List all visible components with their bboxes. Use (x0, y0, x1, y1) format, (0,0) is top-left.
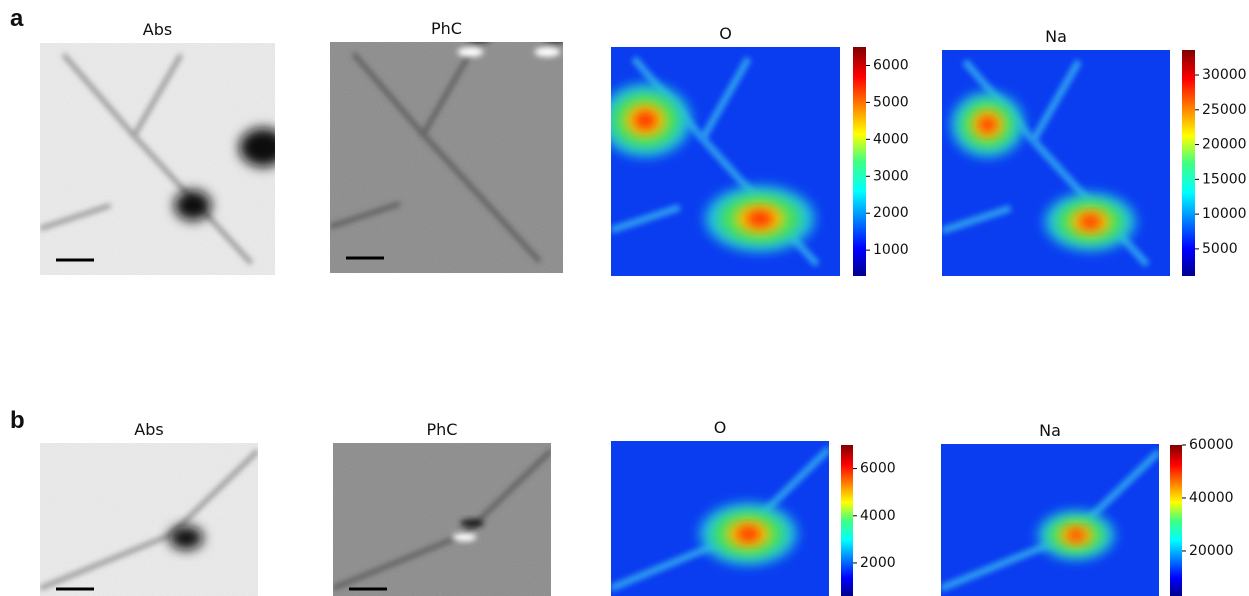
cell-light (535, 47, 561, 57)
image-title: Abs (134, 420, 163, 439)
colorbar-tick-label: 5000 (1202, 241, 1238, 257)
image (942, 50, 1170, 276)
image-panel: O 2000 4000 6000 (611, 418, 896, 596)
cell (1079, 215, 1102, 229)
colorbar-tick-label: 15000 (1202, 171, 1247, 187)
cell (239, 128, 287, 167)
figure: a Abs PhC O 1000 2000 3000 4000 5000 6000 Na 5000 10… (0, 0, 1249, 596)
cell (169, 526, 203, 550)
panel-label: b (10, 407, 25, 434)
colorbar-tick-label: 6000 (860, 461, 896, 477)
image (333, 443, 551, 596)
colorbar-tick-label: 20000 (1202, 137, 1247, 153)
colorbar-tick-label: 60000 (1189, 437, 1234, 453)
colorbar-tick-label: 6000 (873, 57, 909, 73)
colorbar (853, 47, 866, 276)
image-title: PhC (431, 19, 462, 38)
image-title: Na (1045, 27, 1067, 46)
image (600, 47, 840, 276)
cell (634, 111, 657, 129)
image-panel: PhC (330, 19, 568, 273)
image-panel: Na 5000 10000 15000 20000 25000 30000 (942, 27, 1247, 276)
image-panel: O 1000 2000 3000 4000 5000 6000 (600, 24, 909, 276)
cell (736, 526, 760, 542)
colorbar-tick-label: 3000 (873, 168, 909, 184)
colorbar-tick-label: 4000 (860, 508, 896, 524)
image-title: Abs (143, 20, 172, 39)
image (941, 444, 1159, 596)
colorbar-tick-label: 40000 (1189, 490, 1234, 506)
colorbar-tick-label: 25000 (1202, 102, 1247, 118)
image (40, 43, 287, 275)
image-panel: Abs (40, 420, 258, 596)
colorbar-tick-label: 10000 (1202, 206, 1247, 222)
cell-dark (460, 519, 484, 528)
image-panel: PhC (333, 420, 551, 596)
image (330, 33, 568, 273)
colorbar (1182, 50, 1195, 276)
colorbar-tick-label: 2000 (873, 205, 909, 221)
colorbar-tick-label: 30000 (1202, 67, 1247, 83)
image (611, 441, 829, 596)
colorbar (841, 445, 853, 596)
cell (1067, 529, 1086, 541)
colorbar-tick-label: 4000 (873, 131, 909, 147)
image-panel: Na 20000 40000 60000 (941, 421, 1234, 596)
image-title: O (714, 418, 727, 437)
panel-label: a (10, 5, 24, 32)
cell-dark (466, 33, 492, 43)
colorbar-tick-label: 5000 (873, 94, 909, 110)
cell (978, 116, 996, 132)
cell (746, 211, 773, 227)
colorbar-tick-label: 20000 (1189, 543, 1234, 559)
cell-light (458, 47, 484, 57)
cell-light (452, 533, 476, 542)
image-panel: Abs (40, 20, 287, 275)
cell (174, 190, 211, 221)
image-title: PhC (427, 420, 458, 439)
colorbar (1170, 445, 1182, 596)
colorbar-tick-label: 2000 (860, 555, 896, 571)
cell-dark (543, 33, 569, 43)
image-title: Na (1039, 421, 1061, 440)
colorbar-tick-label: 1000 (873, 242, 909, 258)
image-title: O (719, 24, 732, 43)
image (40, 443, 258, 596)
